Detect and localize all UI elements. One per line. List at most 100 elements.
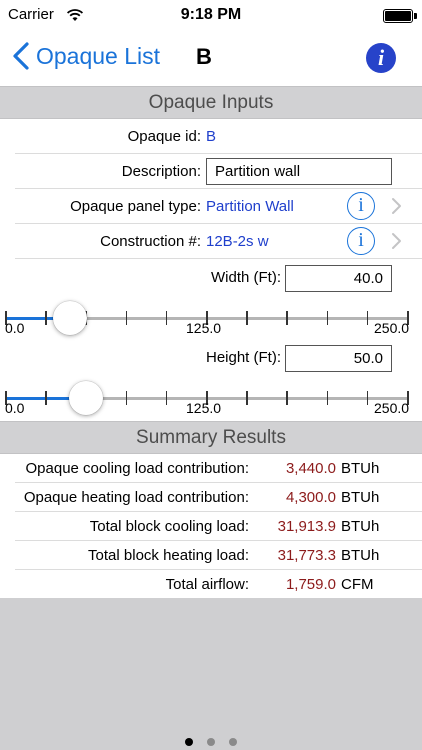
slider-mid-label: 125.0 <box>186 320 222 336</box>
result-row: Total airflow: 1,759.0 CFM <box>0 570 422 599</box>
slider-tick <box>206 391 208 405</box>
slider-min-label: 0.0 <box>5 320 25 336</box>
slider-tick <box>5 391 7 405</box>
slider-max-label: 250.0 <box>374 400 410 416</box>
slider-tick <box>45 391 47 405</box>
slider-fill <box>5 317 70 320</box>
chevron-right-icon <box>392 233 401 249</box>
panel-type-value: Partition Wall <box>206 198 294 215</box>
slider-tick <box>407 391 409 405</box>
slider-tick <box>5 311 7 325</box>
construction-row[interactable]: Construction #: 12B-2s w i <box>0 224 422 259</box>
chevron-right-icon <box>392 198 401 214</box>
slider-min-label: 0.0 <box>5 400 25 416</box>
slider-max-label: 250.0 <box>374 320 410 336</box>
result-unit: BTUh <box>341 460 380 477</box>
battery-level <box>385 11 411 21</box>
slider-tick <box>206 311 208 325</box>
description-row: Description: Partition wall <box>0 154 422 189</box>
row-separator <box>15 569 422 570</box>
slider-tick <box>326 311 329 325</box>
width-label: Width (Ft): <box>211 269 281 286</box>
status-time: 9:18 PM <box>180 6 242 23</box>
battery-icon <box>383 9 417 23</box>
slider-tick <box>407 311 409 325</box>
battery-nub <box>414 13 417 19</box>
slider-tick <box>366 391 369 405</box>
result-value: 1,759.0 <box>285 576 336 593</box>
page-title: B <box>196 44 212 69</box>
width-slider[interactable] <box>5 298 409 338</box>
result-label: Total block heating load: <box>88 547 249 564</box>
slider-tick <box>286 311 288 325</box>
description-field[interactable]: Partition wall <box>206 158 392 185</box>
slider-mid-label: 125.0 <box>186 400 222 416</box>
panel-type-label: Opaque panel type: <box>70 198 201 215</box>
row-separator <box>15 540 422 541</box>
row-separator <box>15 223 422 224</box>
description-label: Description: <box>121 163 201 180</box>
summary-section-header: Summary Results <box>0 421 422 454</box>
result-row: Opaque cooling load contribution: 3,440.… <box>0 454 422 483</box>
result-label: Opaque cooling load contribution: <box>25 460 250 477</box>
chevron-left-icon <box>13 42 29 70</box>
construction-label: Construction #: <box>100 233 201 250</box>
slider-thumb[interactable] <box>52 301 87 335</box>
opaque-id-row: Opaque id: B <box>0 119 422 154</box>
slider-tick <box>246 391 248 405</box>
panel-type-info-icon[interactable]: i <box>347 192 375 220</box>
row-separator <box>15 153 422 154</box>
page-dot[interactable] <box>185 738 193 746</box>
empty-background-area <box>0 598 422 750</box>
width-row: Width (Ft): 40.0 <box>0 260 422 295</box>
result-label: Total block cooling load: <box>89 518 249 535</box>
page-dot[interactable] <box>229 738 237 746</box>
result-value: 4,300.0 <box>285 489 336 506</box>
opaque-id-value: B <box>206 128 217 145</box>
result-row: Total block heating load: 31,773.3 BTUh <box>0 541 422 570</box>
wifi-icon <box>66 9 84 21</box>
row-separator <box>15 258 422 259</box>
width-field[interactable]: 40.0 <box>285 265 392 292</box>
construction-value: 12B-2s w <box>206 233 269 250</box>
height-slider[interactable] <box>5 378 409 418</box>
result-label: Opaque heating load contribution: <box>23 489 249 506</box>
result-row: Opaque heating load contribution: 4,300.… <box>0 483 422 512</box>
slider-thumb[interactable] <box>68 381 103 415</box>
slider-tick <box>246 311 248 325</box>
back-button[interactable]: Opaque List <box>10 40 160 72</box>
result-unit: BTUh <box>341 547 380 564</box>
slider-tick <box>125 391 128 405</box>
result-value: 31,913.9 <box>277 518 336 535</box>
height-label: Height (Ft): <box>205 349 281 366</box>
construction-info-icon[interactable]: i <box>347 227 375 255</box>
result-row: Total block cooling load: 31,913.9 BTUh <box>0 512 422 541</box>
navigation-bar: Opaque List B i <box>0 30 422 86</box>
height-field[interactable]: 50.0 <box>285 345 392 372</box>
page-dot[interactable] <box>207 738 215 746</box>
inputs-section-header: Opaque Inputs <box>0 86 422 119</box>
result-unit: BTUh <box>341 518 380 535</box>
status-bar: Carrier 9:18 PM <box>0 0 422 30</box>
result-value: 3,440.0 <box>285 460 336 477</box>
opaque-id-label: Opaque id: <box>127 128 201 145</box>
info-icon[interactable]: i <box>366 43 396 73</box>
panel-type-row[interactable]: Opaque panel type: Partition Wall i <box>0 189 422 224</box>
row-separator <box>15 188 422 189</box>
slider-tick <box>165 311 168 325</box>
result-value: 31,773.3 <box>277 547 336 564</box>
slider-tick <box>165 391 168 405</box>
result-unit: CFM <box>341 576 374 593</box>
back-button-label: Opaque List <box>36 42 161 69</box>
height-row: Height (Ft): 50.0 <box>0 340 422 375</box>
page-indicator[interactable] <box>0 738 422 746</box>
slider-tick <box>125 311 128 325</box>
row-separator <box>15 511 422 512</box>
slider-tick <box>326 391 329 405</box>
row-separator <box>15 482 422 483</box>
slider-tick <box>366 311 369 325</box>
carrier-label: Carrier <box>8 6 54 23</box>
slider-tick <box>45 311 47 325</box>
slider-tick <box>286 391 288 405</box>
result-unit: BTUh <box>341 489 380 506</box>
